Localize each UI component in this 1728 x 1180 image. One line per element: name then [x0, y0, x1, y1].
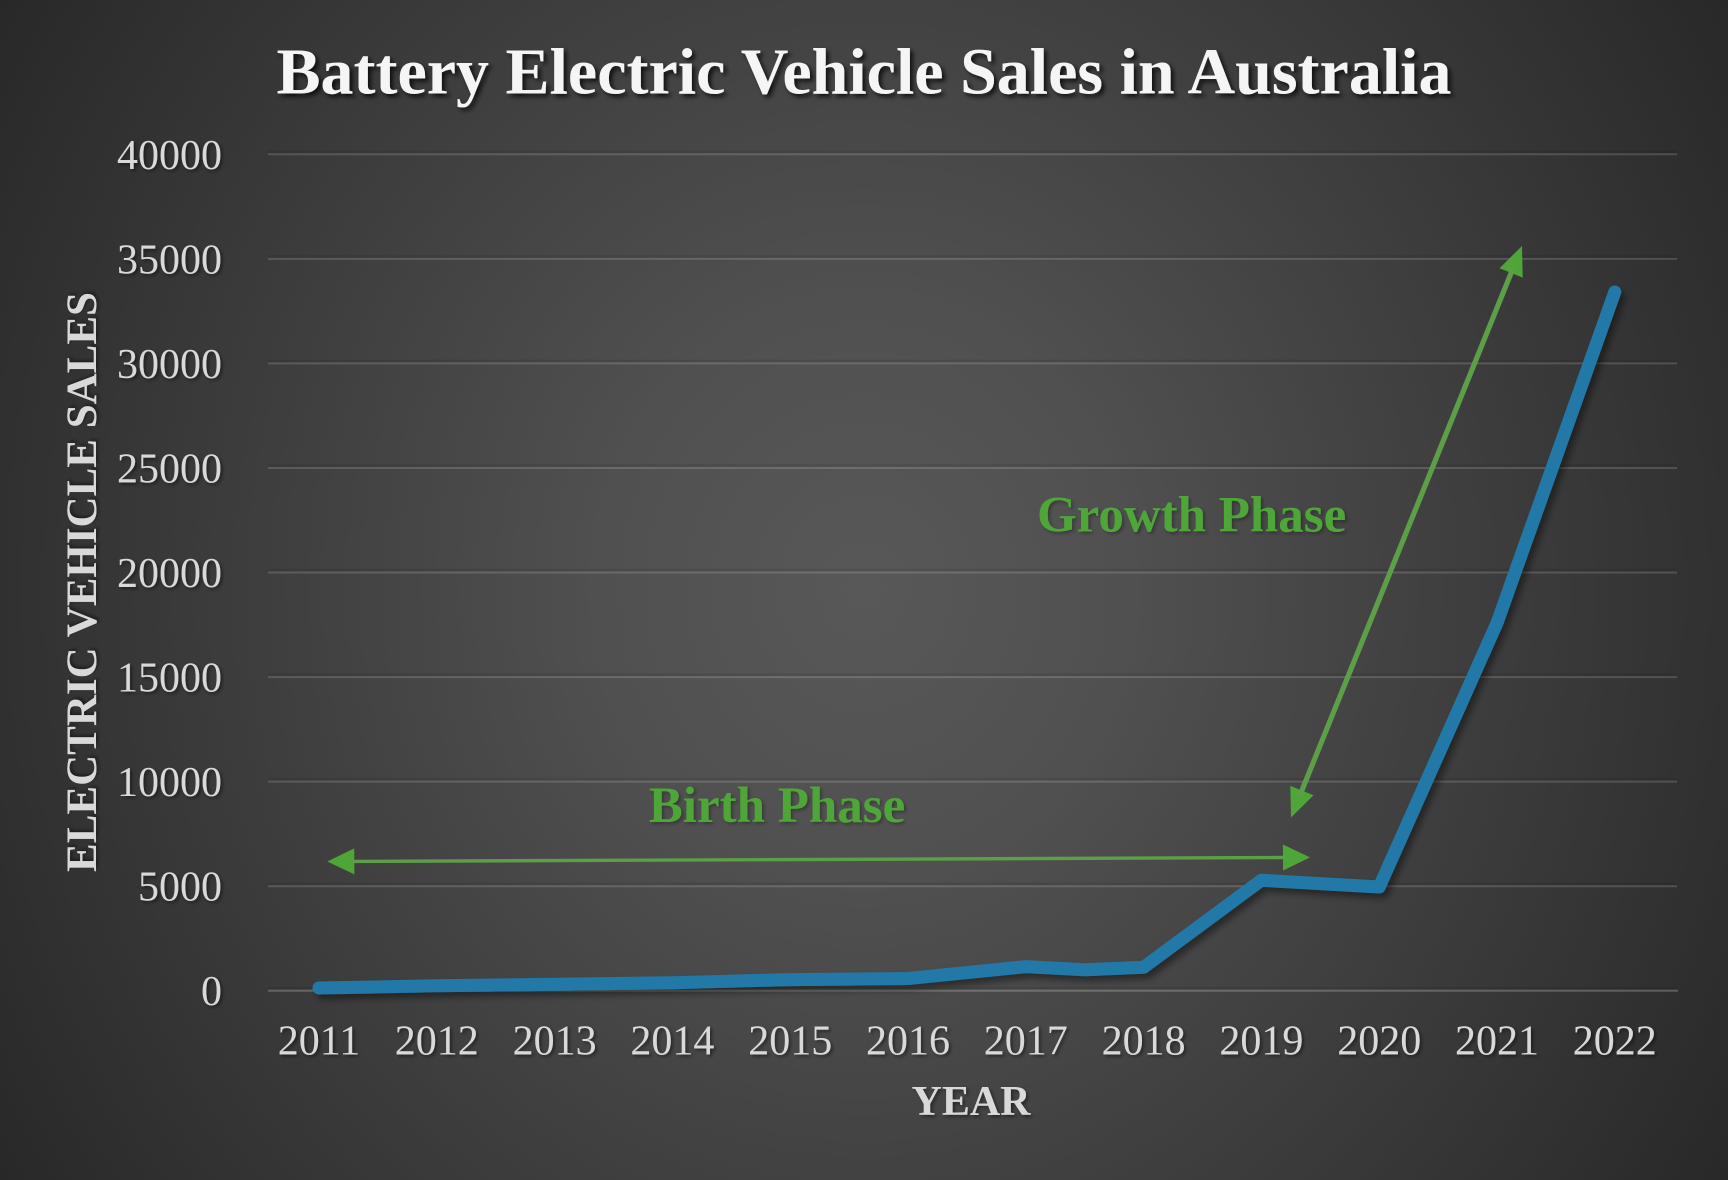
svg-text:2012: 2012: [395, 1019, 479, 1065]
svg-text:2019: 2019: [1219, 1019, 1303, 1065]
svg-text:20000: 20000: [117, 551, 222, 597]
svg-text:25000: 25000: [117, 447, 222, 493]
svg-text:Growth Phase: Growth Phase: [1037, 487, 1346, 543]
svg-text:35000: 35000: [117, 237, 222, 283]
svg-text:2018: 2018: [1102, 1019, 1186, 1065]
svg-text:30000: 30000: [117, 342, 222, 388]
svg-text:2020: 2020: [1337, 1019, 1421, 1065]
svg-text:2017: 2017: [984, 1019, 1068, 1065]
svg-text:2022: 2022: [1573, 1019, 1657, 1065]
svg-text:15000: 15000: [117, 656, 222, 702]
svg-text:2016: 2016: [866, 1019, 950, 1065]
svg-text:YEAR: YEAR: [911, 1079, 1031, 1125]
svg-text:2014: 2014: [630, 1019, 714, 1065]
svg-text:0: 0: [201, 969, 222, 1015]
svg-text:2015: 2015: [748, 1019, 832, 1065]
svg-text:Battery Electric Vehicle Sales: Battery Electric Vehicle Sales in Austra…: [276, 36, 1451, 109]
svg-text:2013: 2013: [513, 1019, 597, 1065]
svg-text:40000: 40000: [117, 133, 222, 179]
svg-text:Birth Phase: Birth Phase: [649, 778, 905, 834]
svg-text:ELECTRIC VEHICLE SALES: ELECTRIC VEHICLE SALES: [59, 292, 106, 872]
svg-text:10000: 10000: [117, 760, 222, 806]
svg-text:2011: 2011: [278, 1019, 360, 1065]
svg-text:5000: 5000: [138, 865, 222, 911]
svg-text:2021: 2021: [1455, 1019, 1539, 1065]
